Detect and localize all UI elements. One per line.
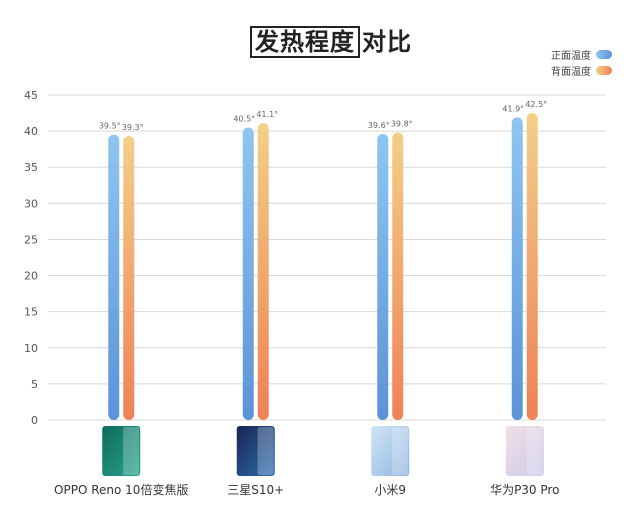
- data-labels: 39.5° 39.3° 40.5° 41.1° 39.6° 39.8° 41.9° 42.5°: [99, 100, 547, 132]
- phone-image: [505, 426, 544, 476]
- data-label: 39.5°: [99, 122, 121, 131]
- legend-label-back: 背面温度: [551, 66, 591, 78]
- phone-image: [102, 426, 141, 476]
- chart-title-rest: 对比: [362, 28, 412, 56]
- bar-back-2: [392, 132, 404, 421]
- grid-lines: [48, 94, 606, 421]
- bar-front-0: [108, 134, 120, 420]
- phone-image-back: [257, 427, 274, 475]
- bar-front-1: [242, 127, 254, 420]
- y-tick-label: 0: [31, 414, 38, 427]
- y-tick-label: 45: [24, 89, 38, 102]
- legend-swatch-front: [596, 49, 612, 59]
- phone-image-back: [123, 427, 140, 475]
- data-label: 42.5°: [525, 100, 547, 109]
- data-label: 39.6°: [368, 121, 390, 130]
- phone-image: [371, 426, 410, 476]
- x-category-label: 小米9: [374, 483, 406, 497]
- y-tick-label: 15: [24, 306, 38, 319]
- legend-item-back: 背面温度: [551, 62, 612, 78]
- phone-image-back: [526, 427, 543, 475]
- x-axis-labels: OPPO Reno 10倍变焦版 三星S10+ 小米9 华为P30 Pro: [54, 482, 559, 497]
- legend-label-front: 正面温度: [551, 50, 591, 62]
- data-label: 41.9°: [502, 104, 524, 113]
- chart-legend: 正面温度 背面温度: [551, 46, 612, 78]
- chart-title-boxed: 发热程度: [250, 26, 360, 58]
- y-tick-label: 10: [24, 342, 38, 355]
- phone-images: [102, 426, 544, 476]
- legend-swatch-back: [596, 65, 612, 75]
- bar-front-3: [511, 117, 523, 420]
- x-category-label: OPPO Reno 10倍变焦版: [54, 482, 188, 497]
- phone-image: [236, 426, 275, 476]
- y-tick-label: 35: [24, 161, 38, 174]
- phone-image-back: [392, 427, 409, 475]
- bar-back-0: [123, 136, 135, 420]
- legend-item-front: 正面温度: [551, 46, 612, 62]
- data-label: 39.8°: [391, 120, 413, 129]
- y-axis-ticks: 0 5 10 15 20 25 30 35 40 45: [24, 89, 38, 427]
- bar-back-1: [257, 123, 269, 421]
- bar-front-2: [377, 134, 389, 420]
- data-label: 39.3°: [122, 123, 144, 132]
- data-label: 40.5°: [233, 115, 255, 124]
- bars: [108, 113, 538, 421]
- x-category-label: 华为P30 Pro: [490, 483, 559, 497]
- y-tick-label: 30: [24, 197, 38, 210]
- y-tick-label: 40: [24, 125, 38, 138]
- x-category-label: 三星S10+: [227, 483, 284, 497]
- y-tick-label: 5: [31, 378, 38, 391]
- bar-back-3: [526, 113, 538, 421]
- data-label: 41.1°: [256, 110, 278, 119]
- chart-title: 发热程度 对比: [250, 26, 412, 58]
- y-tick-label: 25: [24, 233, 38, 246]
- y-tick-label: 20: [24, 270, 38, 283]
